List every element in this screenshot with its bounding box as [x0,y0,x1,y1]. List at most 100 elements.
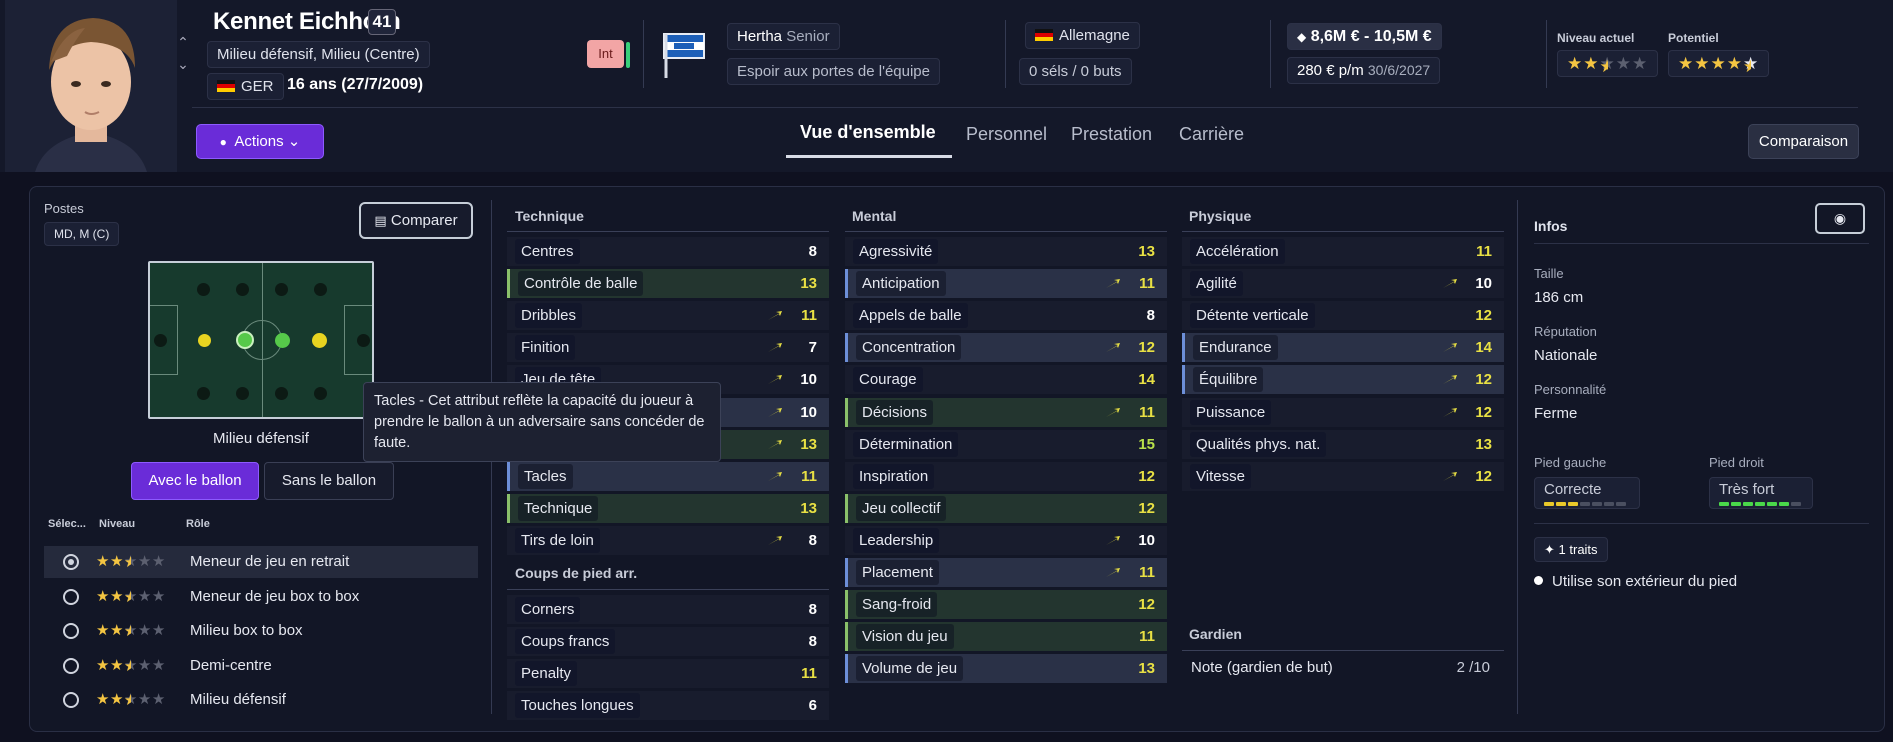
chevron-up-icon[interactable]: ⌃ [177,34,189,50]
tab-personal[interactable]: Personnel [966,124,1048,144]
tab-overview[interactable]: Vue d'ensemble [800,122,936,142]
attribute-row[interactable]: Vision du jeu 11 [845,622,1167,652]
attribute-row[interactable]: Puissance 12 [1182,397,1504,427]
attribute-row[interactable]: Corners 8 [507,595,829,624]
compare-button[interactable]: ▤ Comparer [359,202,473,239]
attribute-row[interactable]: Vitesse 12 [1182,461,1504,491]
with-ball-button[interactable]: Avec le ballon [131,462,259,500]
attribute-row[interactable]: Tacles 11 [507,461,829,491]
person-card-button[interactable]: ◉ [1815,203,1865,234]
attribute-row[interactable]: Endurance 14 [1182,333,1504,363]
potential-label: Potentiel [1668,31,1719,45]
tab-performance[interactable]: Prestation [1071,124,1153,144]
chevron-down-icon[interactable]: ⌄ [177,56,189,72]
role-radio[interactable] [63,623,79,639]
attribute-row[interactable]: Concentration 12 [845,333,1167,363]
sparkle-icon: ✦ [1544,542,1555,557]
attribute-row[interactable]: Centres 8 [507,237,829,266]
role-radio[interactable] [63,588,79,605]
foot-meter-segment [1544,502,1554,506]
attribute-row[interactable]: Finition 7 [507,333,829,363]
position-dot-dm-right[interactable] [312,333,327,348]
position-dot[interactable] [357,334,370,347]
attribute-row[interactable]: Qualités phys. nat. 13 [1182,429,1504,459]
attribute-row[interactable]: Agressivité 13 [845,237,1167,266]
attribute-value: 8 [808,531,817,549]
position-dot[interactable] [275,283,288,296]
trend-up-icon [768,407,782,417]
comparison-button[interactable]: Comparaison [1748,124,1859,159]
role-row[interactable]: ★★★★★★ Meneur de jeu box to box [44,581,478,613]
pitch-diagram[interactable] [148,261,374,419]
roles-header-role: Rôle [186,518,210,530]
nation-chip[interactable]: Allemagne [1025,22,1140,49]
foot-meter-segment [1592,502,1602,506]
attribute-row[interactable]: Jeu collectif 12 [845,493,1167,523]
role-stars: ★★★★★★ [96,587,166,606]
position-dot-dm-left[interactable] [198,334,211,347]
position-dot[interactable] [236,387,249,400]
int-status-bar [626,42,630,68]
reputation-value: Nationale [1534,347,1598,364]
attribute-label: Tacles [518,463,573,489]
attribute-row[interactable]: Détente verticale 12 [1182,301,1504,331]
foot-meter-segment [1568,502,1578,506]
attribute-row[interactable]: Tirs de loin 8 [507,525,829,555]
attribute-row[interactable]: Courage 14 [845,365,1167,395]
divider [1270,20,1271,88]
position-dot-mc[interactable] [275,333,290,348]
traits-count: 1 traits [1558,542,1598,557]
role-name: Milieu défensif [190,691,286,708]
role-row[interactable]: ★★★★★★ Milieu défensif [44,684,478,716]
attribute-label: Tirs de loin [515,527,600,553]
trend-up-icon [1443,471,1457,481]
position-dot-dm-selected[interactable] [236,331,254,349]
attribute-label: Volume de jeu [856,656,964,682]
player-age: 16 ans (27/7/2009) [287,76,424,93]
attribute-row[interactable]: Sang-froid 12 [845,590,1167,620]
attribute-row[interactable]: Accélération 11 [1182,237,1504,266]
position-dot[interactable] [197,283,210,296]
attribute-row[interactable]: Contrôle de balle 13 [507,269,829,299]
role-row[interactable]: ★★★★★★ Meneur de jeu en retrait [44,546,478,578]
value-range: 8,6M € - 10,5M € [1310,28,1432,45]
attribute-row[interactable]: Anticipation 11 [845,269,1167,299]
attribute-row[interactable]: Inspiration 12 [845,461,1167,491]
tab-career[interactable]: Carrière [1179,124,1245,144]
right-foot-meter [1719,502,1803,507]
club-chip[interactable]: Hertha Senior [727,23,840,50]
position-dot[interactable] [314,387,327,400]
left-foot-label: Pied gauche [1534,455,1607,470]
attribute-row[interactable]: Coups francs 8 [507,627,829,657]
position-dot[interactable] [236,283,249,296]
role-row[interactable]: ★★★★★★ Demi-centre [44,650,478,682]
without-ball-button[interactable]: Sans le ballon [264,462,394,500]
role-radio[interactable] [63,554,79,570]
attribute-row[interactable]: Équilibre 12 [1182,365,1504,395]
attribute-row[interactable]: Leadership 10 [845,525,1167,555]
trend-up-icon [1443,279,1457,289]
attribute-row[interactable]: Détermination 15 [845,429,1167,459]
position-dot[interactable] [314,283,327,296]
attribute-row[interactable]: Agilité 10 [1182,269,1504,299]
pitch-left-box [150,305,178,375]
attribute-row[interactable]: Appels de balle 8 [845,301,1167,331]
attribute-row[interactable]: Technique 13 [507,493,829,523]
attribute-row[interactable]: Touches longues 6 [507,691,829,721]
role-radio[interactable] [63,692,79,708]
attribute-row[interactable]: Dribbles 11 [507,301,829,331]
position-dot[interactable] [275,387,288,400]
attribute-row[interactable]: Décisions 11 [845,397,1167,427]
role-radio[interactable] [63,657,79,674]
height-value: 186 cm [1534,289,1584,306]
position-dot[interactable] [154,334,167,347]
attribute-row[interactable]: Placement 11 [845,558,1167,587]
attribute-row[interactable]: Volume de jeu 13 [845,654,1167,684]
attribute-label: Agilité [1190,271,1243,297]
foot-meter-segment [1556,502,1566,506]
attribute-row[interactable]: Penalty 11 [507,659,829,689]
role-row[interactable]: ★★★★★★ Milieu box to box [44,615,478,647]
attribute-value: 6 [808,697,817,715]
actions-button[interactable]: ● Actions ⌄ [196,124,324,159]
position-dot[interactable] [197,387,210,400]
